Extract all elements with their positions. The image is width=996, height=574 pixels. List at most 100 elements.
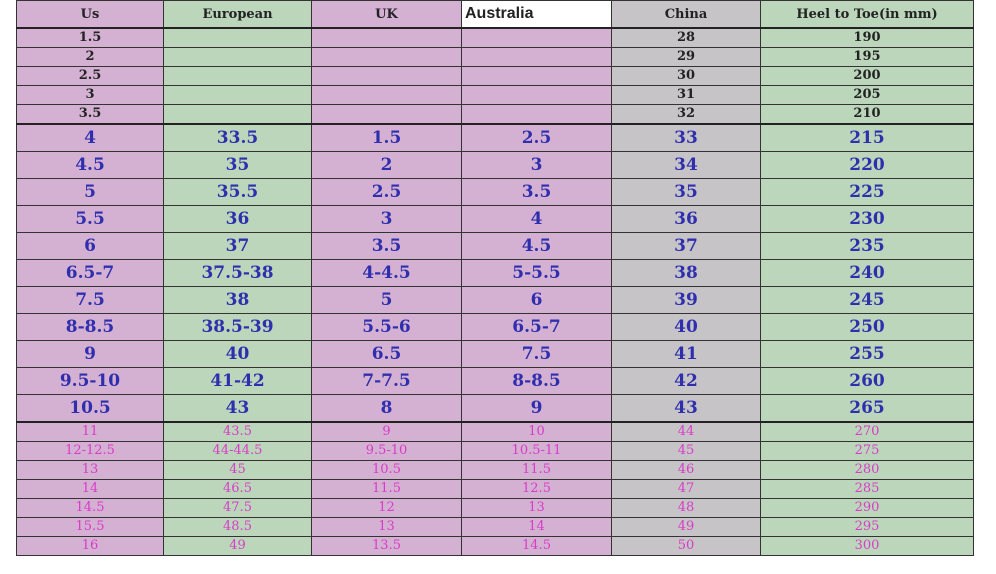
cell-uk: 6.5 bbox=[311, 340, 462, 368]
cell-uk: 13 bbox=[311, 517, 462, 537]
cell-heel-to-toe: 260 bbox=[760, 367, 974, 395]
table-row: 6 37 3.5 4.5 37 235 bbox=[16, 232, 974, 260]
cell-australia: 5-5.5 bbox=[461, 259, 612, 287]
cell-china: 33 bbox=[611, 123, 761, 152]
cell-uk bbox=[311, 104, 462, 125]
cell-uk: 13.5 bbox=[311, 536, 462, 556]
cell-heel-to-toe: 200 bbox=[760, 66, 974, 86]
table-row: 1.5 28 190 bbox=[16, 27, 974, 48]
cell-uk: 12 bbox=[311, 498, 462, 518]
cell-uk: 5.5-6 bbox=[311, 313, 462, 341]
cell-heel-to-toe: 245 bbox=[760, 286, 974, 314]
cell-uk: 9.5-10 bbox=[311, 441, 462, 461]
cell-us: 10.5 bbox=[16, 394, 164, 423]
table-row: 2.5 30 200 bbox=[16, 66, 974, 86]
cell-us: 4.5 bbox=[16, 151, 164, 179]
cell-uk: 1.5 bbox=[311, 123, 462, 152]
cell-australia: 2.5 bbox=[461, 123, 612, 152]
cell-heel-to-toe: 215 bbox=[760, 123, 974, 152]
cell-us: 15.5 bbox=[16, 517, 164, 537]
cell-european bbox=[163, 85, 312, 105]
cell-us: 2.5 bbox=[16, 66, 164, 86]
cell-australia bbox=[461, 47, 612, 67]
cell-china: 29 bbox=[611, 47, 761, 67]
cell-china: 40 bbox=[611, 313, 761, 341]
cell-uk: 3.5 bbox=[311, 232, 462, 260]
cell-australia: 3.5 bbox=[461, 178, 612, 206]
cell-australia: 4 bbox=[461, 205, 612, 233]
cell-australia: 13 bbox=[461, 498, 612, 518]
cell-european bbox=[163, 104, 312, 125]
cell-us: 4 bbox=[16, 123, 164, 152]
cell-heel-to-toe: 265 bbox=[760, 394, 974, 423]
cell-heel-to-toe: 255 bbox=[760, 340, 974, 368]
cell-uk bbox=[311, 27, 462, 48]
cell-european: 40 bbox=[163, 340, 312, 368]
cell-european: 36 bbox=[163, 205, 312, 233]
cell-china: 50 bbox=[611, 536, 761, 556]
table-row: 7.5 38 5 6 39 245 bbox=[16, 286, 974, 314]
cell-uk bbox=[311, 85, 462, 105]
cell-china: 36 bbox=[611, 205, 761, 233]
cell-heel-to-toe: 290 bbox=[760, 498, 974, 518]
cell-heel-to-toe: 210 bbox=[760, 104, 974, 125]
cell-uk: 9 bbox=[311, 421, 462, 442]
cell-australia: 9 bbox=[461, 394, 612, 423]
cell-australia: 3 bbox=[461, 151, 612, 179]
cell-china: 45 bbox=[611, 441, 761, 461]
table-row: 12-12.5 44-44.5 9.5-10 10.5-11 45 275 bbox=[16, 441, 974, 461]
cell-uk: 10.5 bbox=[311, 460, 462, 480]
header-australia: Australia bbox=[461, 0, 612, 29]
header-us: Us bbox=[16, 0, 164, 29]
cell-uk: 3 bbox=[311, 205, 462, 233]
cell-china: 35 bbox=[611, 178, 761, 206]
cell-uk bbox=[311, 47, 462, 67]
cell-china: 46 bbox=[611, 460, 761, 480]
cell-uk: 7-7.5 bbox=[311, 367, 462, 395]
table-row: 5 35.5 2.5 3.5 35 225 bbox=[16, 178, 974, 206]
shoe-size-table: Us European UK Australia China Heel to T… bbox=[16, 0, 974, 556]
cell-european: 41-42 bbox=[163, 367, 312, 395]
cell-heel-to-toe: 270 bbox=[760, 421, 974, 442]
cell-china: 49 bbox=[611, 517, 761, 537]
cell-china: 48 bbox=[611, 498, 761, 518]
cell-european: 44-44.5 bbox=[163, 441, 312, 461]
cell-australia bbox=[461, 85, 612, 105]
cell-european: 37.5-38 bbox=[163, 259, 312, 287]
table-row: 4.5 35 2 3 34 220 bbox=[16, 151, 974, 179]
cell-heel-to-toe: 220 bbox=[760, 151, 974, 179]
cell-us: 9.5-10 bbox=[16, 367, 164, 395]
cell-european: 43.5 bbox=[163, 421, 312, 442]
cell-uk: 11.5 bbox=[311, 479, 462, 499]
table-row: 9 40 6.5 7.5 41 255 bbox=[16, 340, 974, 368]
cell-european bbox=[163, 47, 312, 67]
cell-china: 30 bbox=[611, 66, 761, 86]
cell-heel-to-toe: 235 bbox=[760, 232, 974, 260]
cell-australia: 7.5 bbox=[461, 340, 612, 368]
cell-us: 5.5 bbox=[16, 205, 164, 233]
cell-china: 47 bbox=[611, 479, 761, 499]
cell-heel-to-toe: 230 bbox=[760, 205, 974, 233]
cell-china: 39 bbox=[611, 286, 761, 314]
cell-us: 14.5 bbox=[16, 498, 164, 518]
cell-us: 11 bbox=[16, 421, 164, 442]
cell-china: 38 bbox=[611, 259, 761, 287]
header-uk: UK bbox=[311, 0, 462, 29]
cell-australia: 11.5 bbox=[461, 460, 612, 480]
cell-european: 45 bbox=[163, 460, 312, 480]
cell-uk: 8 bbox=[311, 394, 462, 423]
cell-china: 42 bbox=[611, 367, 761, 395]
cell-european: 33.5 bbox=[163, 123, 312, 152]
cell-european bbox=[163, 66, 312, 86]
cell-european: 35 bbox=[163, 151, 312, 179]
cell-australia: 10 bbox=[461, 421, 612, 442]
cell-us: 6.5-7 bbox=[16, 259, 164, 287]
table-row: 8-8.5 38.5-39 5.5-6 6.5-7 40 250 bbox=[16, 313, 974, 341]
cell-european: 47.5 bbox=[163, 498, 312, 518]
cell-china: 43 bbox=[611, 394, 761, 423]
cell-australia bbox=[461, 104, 612, 125]
cell-china: 28 bbox=[611, 27, 761, 48]
table-row: 4 33.5 1.5 2.5 33 215 bbox=[16, 123, 974, 152]
table-row: 13 45 10.5 11.5 46 280 bbox=[16, 460, 974, 480]
cell-china: 34 bbox=[611, 151, 761, 179]
